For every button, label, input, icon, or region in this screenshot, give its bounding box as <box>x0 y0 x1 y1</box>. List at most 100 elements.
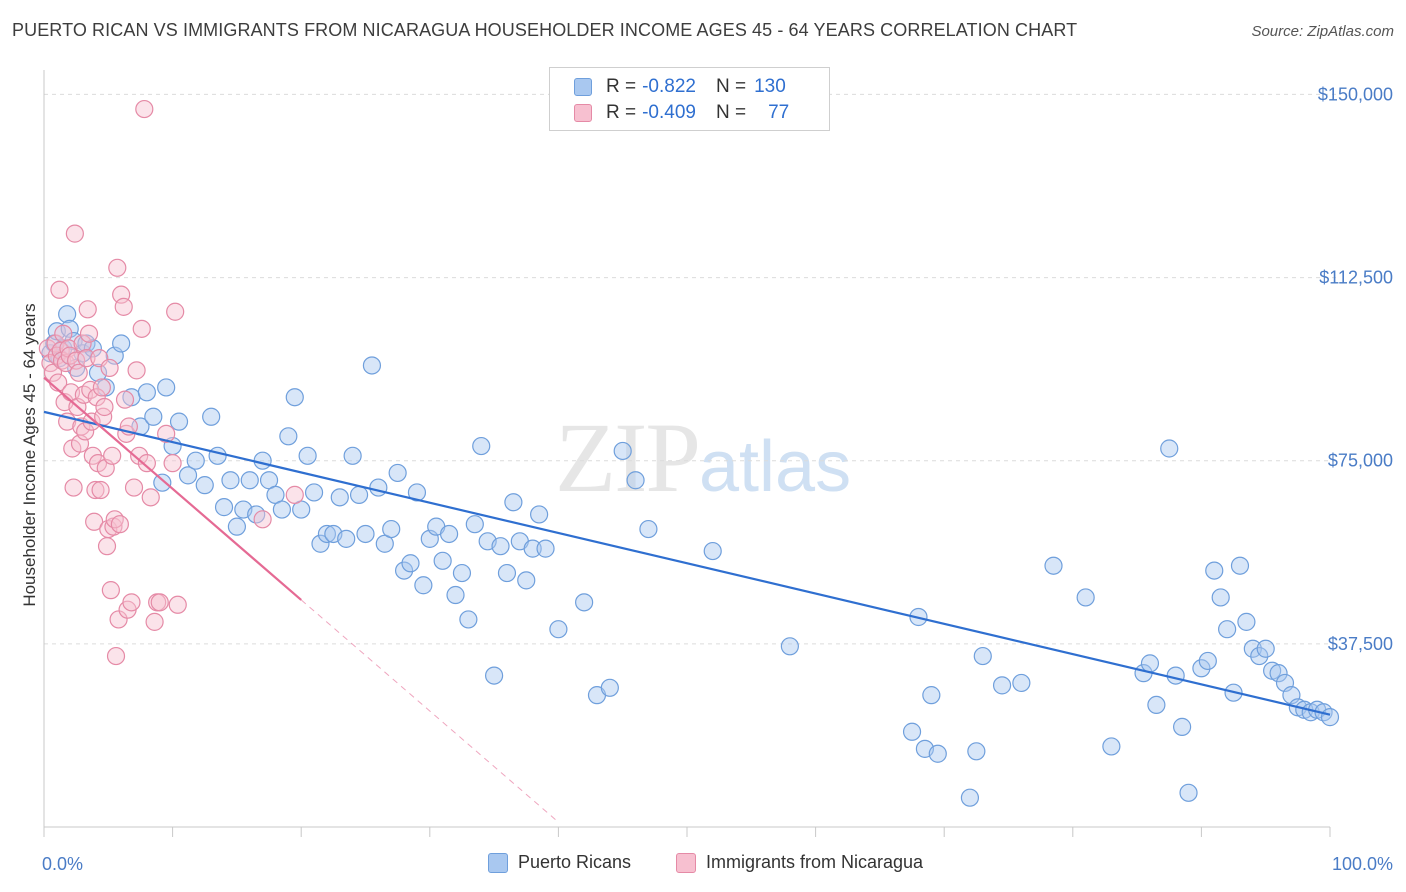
legend-swatch-blue <box>574 78 592 96</box>
data-point <box>157 424 176 443</box>
data-point <box>356 524 375 544</box>
data-point <box>536 539 555 558</box>
y-tick-label: $75,000 <box>1328 451 1393 471</box>
data-point <box>1192 659 1211 678</box>
trend-line-extension <box>300 599 559 823</box>
data-point <box>967 742 986 761</box>
data-point <box>186 451 205 470</box>
data-point <box>127 361 146 380</box>
data-point <box>64 478 83 497</box>
data-point <box>78 300 97 319</box>
data-point <box>253 451 272 470</box>
data-point <box>115 390 135 409</box>
data-point <box>337 529 356 548</box>
data-point <box>1243 639 1262 658</box>
data-point <box>1256 639 1275 658</box>
y-tick-label: $112,500 <box>1319 268 1393 288</box>
n-value: 130 <box>754 76 786 97</box>
data-point <box>69 363 88 382</box>
data-point <box>105 510 124 529</box>
data-point <box>497 563 517 583</box>
data-point <box>208 446 227 465</box>
data-point <box>88 363 108 382</box>
data-point <box>362 356 382 375</box>
data-point <box>1320 708 1340 727</box>
watermark-atlas: atlas <box>699 427 852 507</box>
data-point <box>491 537 510 556</box>
stats-legend: R = -0.822 N = 130 R = -0.409 N = 77 <box>549 67 830 131</box>
trend-lines <box>43 376 1331 823</box>
data-point <box>43 363 63 382</box>
data-point <box>272 500 292 519</box>
data-point <box>780 637 799 656</box>
data-point <box>81 380 100 399</box>
data-point <box>50 280 69 299</box>
data-point <box>122 593 141 612</box>
data-point <box>97 537 117 556</box>
x-tick-label: 100.0% <box>1332 854 1393 874</box>
legend-swatch-pink <box>574 104 592 122</box>
r-label: R = <box>606 76 637 97</box>
watermark: ZIPatlas <box>555 400 851 515</box>
data-point <box>600 678 619 697</box>
legend-label: Immigrants from Nicaragua <box>706 852 924 872</box>
data-point <box>485 666 504 685</box>
data-point <box>1269 664 1288 683</box>
data-point <box>157 378 176 397</box>
data-point <box>992 676 1012 695</box>
r-value: -0.409 <box>642 102 696 123</box>
data-point <box>1140 654 1160 673</box>
data-point <box>439 524 459 544</box>
legend-item-nicaragua[interactable]: Immigrants from Nicaragua <box>676 852 923 873</box>
data-point <box>1102 737 1121 756</box>
data-point <box>472 436 491 456</box>
data-point <box>298 446 317 465</box>
data-point <box>1218 620 1237 639</box>
data-point <box>1044 556 1063 575</box>
r-label: R = <box>606 102 637 123</box>
legend-item-puerto-ricans[interactable]: Puerto Ricans <box>488 852 631 873</box>
data-point <box>549 620 568 639</box>
data-point <box>58 305 77 324</box>
source-label: Source: ZipAtlas.com <box>1251 23 1394 40</box>
legend-label: Puerto Ricans <box>518 852 632 872</box>
data-point <box>253 510 272 529</box>
data-point <box>135 99 154 119</box>
data-point <box>202 407 221 426</box>
data-point <box>137 383 156 402</box>
legend-swatch-pink <box>676 852 696 873</box>
data-point <box>85 512 104 531</box>
data-point <box>137 454 156 473</box>
data-point <box>114 297 133 316</box>
data-point <box>101 581 120 600</box>
data-point <box>530 505 549 524</box>
data-point <box>166 302 185 321</box>
data-point <box>86 480 105 500</box>
data-point <box>343 446 362 465</box>
data-point <box>73 334 92 353</box>
data-point <box>401 554 420 573</box>
r-value: -0.822 <box>642 76 696 97</box>
data-point <box>195 476 214 495</box>
data-point <box>100 358 119 378</box>
data-point <box>214 498 234 517</box>
data-point <box>369 478 388 497</box>
legend-row-puerto-ricans: R = -0.822 N = 130 <box>574 75 786 99</box>
data-point <box>1160 439 1179 458</box>
data-point <box>124 478 144 497</box>
data-point <box>304 483 324 502</box>
data-point <box>169 412 189 431</box>
data-point <box>1147 695 1166 715</box>
data-point <box>153 473 172 492</box>
data-point <box>1211 588 1230 607</box>
tick-labels: $37,500 $75,000 $112,500 $150,000 0.0% 100.0% <box>42 84 1393 874</box>
x-tick-label: 0.0% <box>42 854 83 874</box>
data-point <box>168 595 187 614</box>
data-point <box>103 446 122 465</box>
data-point <box>452 563 472 583</box>
n-label: N = <box>715 102 747 123</box>
data-point <box>317 524 337 544</box>
data-point <box>141 488 160 507</box>
trend-line <box>43 376 302 601</box>
